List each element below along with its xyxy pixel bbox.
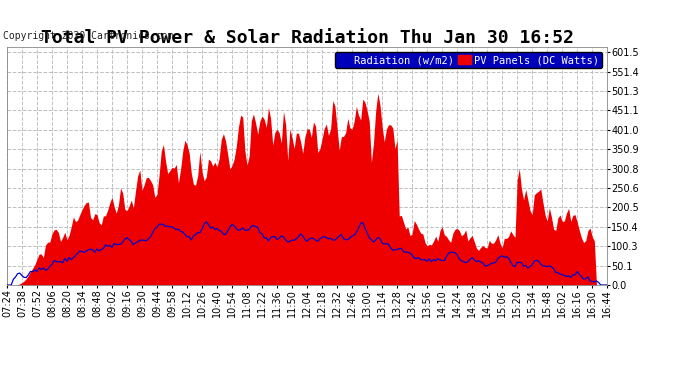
Legend: Radiation (w/m2), PV Panels (DC Watts): Radiation (w/m2), PV Panels (DC Watts) — [335, 52, 602, 68]
Title: Total PV Power & Solar Radiation Thu Jan 30 16:52: Total PV Power & Solar Radiation Thu Jan… — [41, 29, 573, 47]
Text: Copyright 2020 Cartronics.com: Copyright 2020 Cartronics.com — [3, 32, 174, 41]
